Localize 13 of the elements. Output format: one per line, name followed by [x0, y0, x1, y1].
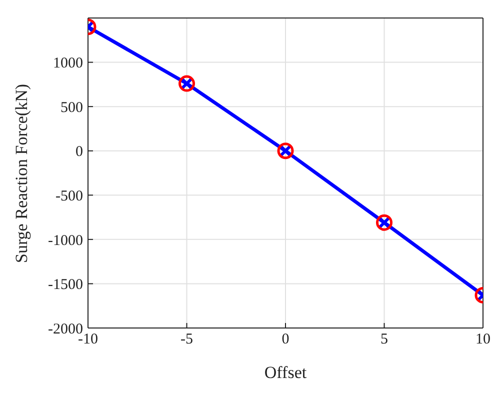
y-tick-label: 0: [76, 144, 83, 160]
y-tick-label: -2000: [48, 321, 83, 338]
x-tick-label: 10: [476, 332, 490, 348]
y-axis-title: Surge Reaction Force(kN): [12, 84, 32, 263]
y-tick-label: 500: [60, 100, 83, 116]
x-tick-label: 0: [282, 332, 290, 348]
y-tick-label: -500: [56, 188, 83, 204]
x-tick-label: 5: [380, 332, 388, 348]
x-axis-title: Offset: [264, 363, 307, 382]
x-tick-label: -5: [180, 332, 193, 348]
y-tick-label: -1000: [48, 232, 83, 249]
y-tick-label: 1000: [53, 56, 83, 72]
y-tick-label: -1500: [48, 277, 83, 294]
